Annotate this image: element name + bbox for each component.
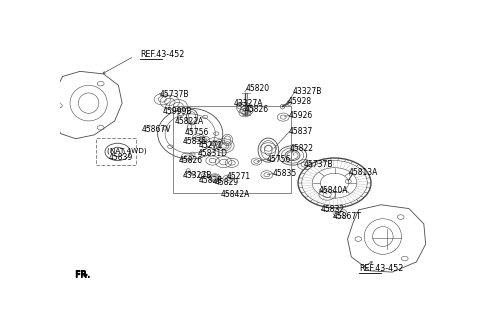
Polygon shape [85, 274, 87, 276]
Text: 43327B: 43327B [183, 171, 212, 180]
Text: 45737B: 45737B [160, 90, 189, 99]
Text: 45835: 45835 [183, 137, 207, 146]
Text: 45826: 45826 [179, 156, 203, 165]
Text: 45271: 45271 [198, 141, 223, 149]
Text: 45840A: 45840A [319, 185, 348, 194]
Text: (NAT 4WD): (NAT 4WD) [107, 148, 146, 154]
Text: 45842A: 45842A [221, 190, 250, 199]
Text: 45928: 45928 [288, 97, 312, 106]
Text: 43327B: 43327B [293, 87, 322, 96]
Text: 45867T: 45867T [333, 213, 361, 221]
Text: FR.: FR. [74, 270, 91, 280]
Text: 45999B: 45999B [162, 107, 192, 116]
Text: 45837: 45837 [288, 127, 312, 136]
Text: 45756: 45756 [267, 154, 291, 164]
Text: REF.43-452: REF.43-452 [140, 50, 184, 59]
Text: 45822A: 45822A [175, 117, 204, 126]
Text: 45822: 45822 [290, 144, 314, 153]
Text: 45926: 45926 [288, 111, 312, 120]
Text: 45835: 45835 [273, 169, 297, 178]
Text: REF.43-452: REF.43-452 [359, 264, 404, 273]
Text: 45756: 45756 [185, 128, 209, 137]
Text: 45831D: 45831D [198, 149, 228, 158]
Text: 45828: 45828 [198, 176, 222, 185]
Text: 43327A: 43327A [234, 99, 264, 108]
Text: 45832: 45832 [321, 205, 345, 214]
Text: 45737B: 45737B [303, 160, 333, 169]
Text: 45829: 45829 [215, 179, 239, 187]
Text: 45867V: 45867V [142, 124, 171, 134]
Text: 45820: 45820 [245, 84, 269, 93]
Text: 45271: 45271 [226, 172, 251, 181]
Text: 45839: 45839 [108, 153, 132, 162]
Text: FR.: FR. [74, 271, 91, 280]
Text: 45826: 45826 [245, 105, 269, 114]
Text: 45813A: 45813A [348, 168, 378, 177]
Polygon shape [84, 274, 87, 275]
